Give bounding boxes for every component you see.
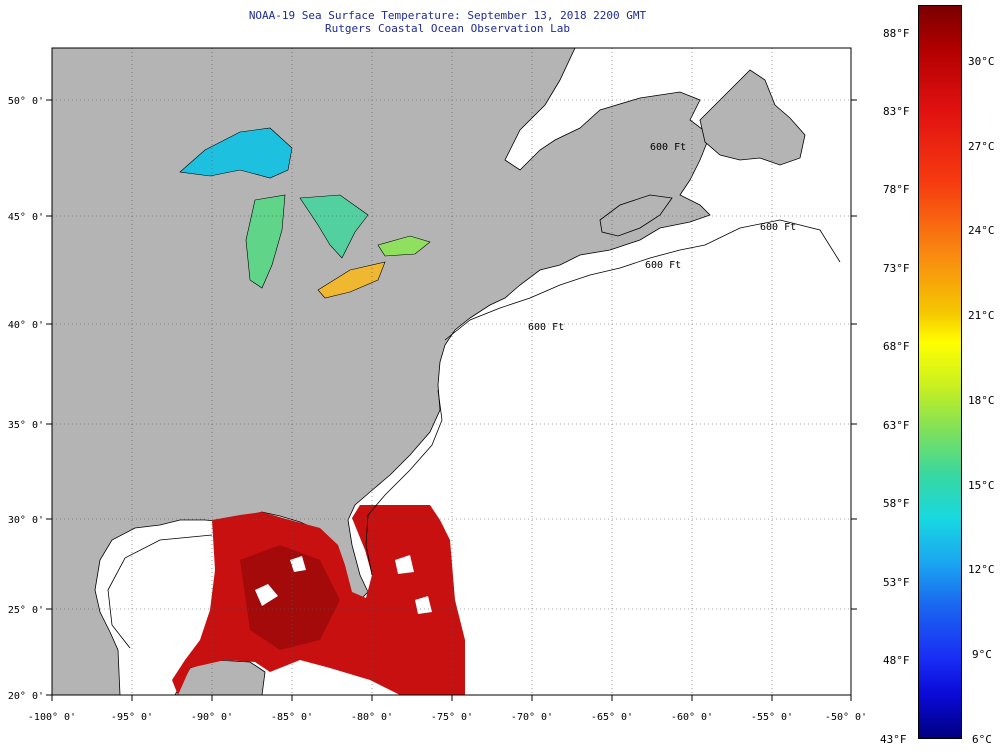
celsius-label: 18°C <box>968 394 995 407</box>
celsius-label: 6°C <box>972 733 992 746</box>
fahrenheit-label: 58°F <box>883 497 910 510</box>
lon-label: -90° 0' <box>191 712 233 723</box>
lon-label: -50° 0' <box>825 712 867 723</box>
lon-label: -75° 0' <box>431 712 473 723</box>
lat-label: 40° 0' <box>8 320 44 331</box>
lat-label: 35° 0' <box>8 420 44 431</box>
celsius-label: 27°C <box>968 140 995 153</box>
lake-ontario <box>377 235 431 257</box>
celsius-label: 30°C <box>968 55 995 68</box>
celsius-label: 21°C <box>968 309 995 322</box>
lon-label: -60° 0' <box>671 712 713 723</box>
lake-huron <box>299 194 369 259</box>
lat-label: 30° 0' <box>8 515 44 526</box>
fahrenheit-label: 88°F <box>883 27 910 40</box>
depth-contour <box>444 219 841 341</box>
celsius-label: 24°C <box>968 224 995 237</box>
fahrenheit-label: 63°F <box>883 419 910 432</box>
lat-label: 20° 0' <box>8 691 44 702</box>
lon-label: -65° 0' <box>591 712 633 723</box>
lat-label: 25° 0' <box>8 605 44 616</box>
cloud-patch <box>255 584 278 606</box>
lon-label: -80° 0' <box>351 712 393 723</box>
contour-label: 600 Ft <box>645 260 681 271</box>
lake-michigan <box>245 194 286 289</box>
map-subtitle: Rutgers Coastal Ocean Observation Lab <box>324 22 571 35</box>
nova-scotia-land <box>599 194 673 237</box>
temperature-colorbar <box>918 5 962 739</box>
cloud-patch <box>415 596 432 614</box>
lat-label: 50° 0' <box>8 96 44 107</box>
contour-label: 600 Ft <box>650 142 686 153</box>
fahrenheit-label: 83°F <box>883 105 910 118</box>
lon-label: -95° 0' <box>111 712 153 723</box>
axis-ticks <box>46 99 857 701</box>
cloud-patch <box>395 555 414 574</box>
fahrenheit-label: 48°F <box>883 654 910 667</box>
lon-label: -100° 0' <box>28 712 76 723</box>
lon-label: -55° 0' <box>751 712 793 723</box>
depth-contour <box>107 534 213 649</box>
cloud-patch <box>290 556 306 572</box>
gulf-warm-sst-core <box>240 545 340 650</box>
fahrenheit-label: 68°F <box>883 340 910 353</box>
lat-label: 45° 0' <box>8 212 44 223</box>
fahrenheit-label: 53°F <box>883 576 910 589</box>
contour-label: 600 Ft <box>528 322 564 333</box>
map-title: NOAA-19 Sea Surface Temperature: Septemb… <box>248 9 647 22</box>
celsius-label: 15°C <box>968 479 995 492</box>
fahrenheit-label: 73°F <box>883 262 910 275</box>
celsius-label: 12°C <box>968 563 995 576</box>
fahrenheit-label: 78°F <box>883 183 910 196</box>
north-america-land <box>52 48 711 695</box>
lon-label: -85° 0' <box>271 712 313 723</box>
contour-label: 600 Ft <box>760 222 796 233</box>
lake-superior <box>179 127 293 179</box>
celsius-label: 9°C <box>972 648 992 661</box>
lon-label: -70° 0' <box>511 712 553 723</box>
newfoundland-land <box>699 69 806 166</box>
fahrenheit-label: 43°F <box>880 733 907 746</box>
lake-erie <box>317 261 386 299</box>
